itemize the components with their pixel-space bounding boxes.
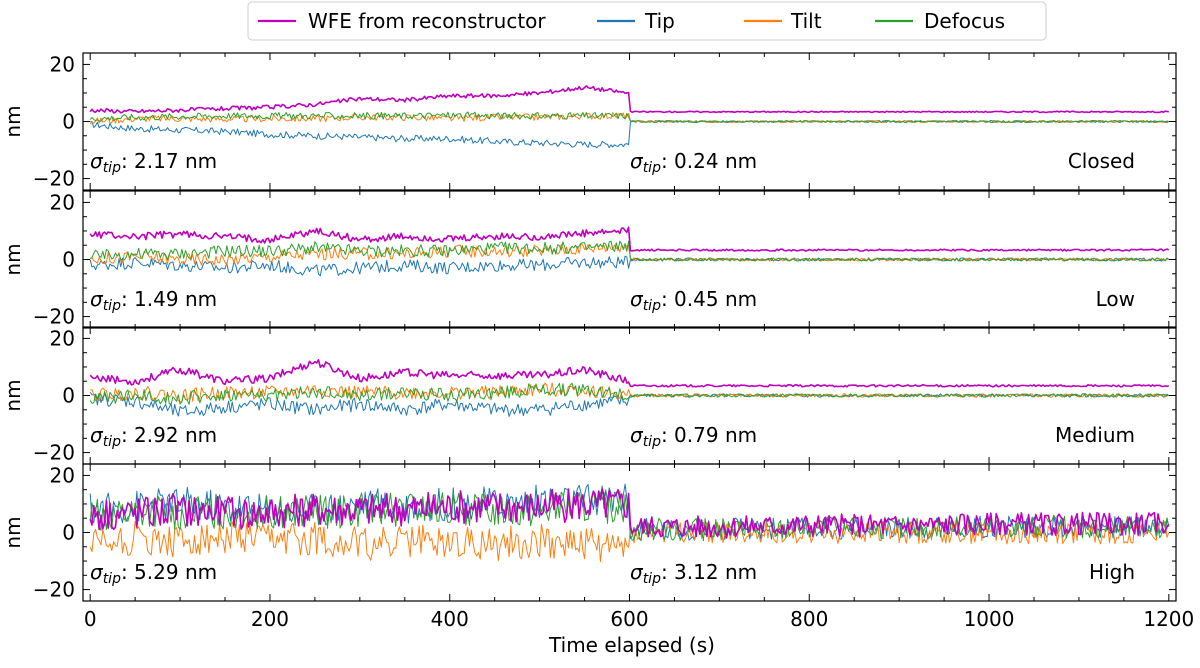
- series-line-tip: [90, 120, 1170, 149]
- x-tick-label: 1000: [964, 607, 1015, 631]
- series-line-tip: [89, 255, 1170, 277]
- y-tick-label: 0: [62, 384, 75, 408]
- series-lines: [89, 226, 1170, 277]
- sigma-right-annotation: σtip: 3.12 nm: [630, 560, 757, 587]
- legend-entry-wfe-from-reconstructor: WFE from reconstructor: [258, 9, 546, 33]
- legend-entry-tilt: Tilt: [744, 9, 822, 33]
- y-tick-label: 20: [50, 190, 75, 214]
- legend-label: Tip: [644, 9, 675, 33]
- x-tick-label: 800: [790, 607, 828, 631]
- panel-label: High: [1089, 560, 1135, 584]
- sigma-left-annotation: σtip: 2.92 nm: [90, 423, 217, 450]
- y-axis-label: nm: [1, 105, 25, 137]
- series-lines: [89, 359, 1170, 417]
- x-tick-label: 0: [84, 607, 97, 631]
- y-axis-label: nm: [1, 516, 25, 548]
- sigma-right-annotation: σtip: 0.79 nm: [630, 423, 757, 450]
- panel-high: −20 0 20 nm σtip: 5.29 nm σtip: 3.12 nm High: [1, 463, 1177, 602]
- legend-label: WFE from reconstructor: [308, 9, 546, 33]
- series-line-tip: [89, 392, 1170, 417]
- x-axis-label: Time elapsed (s): [548, 633, 715, 657]
- panel-label: Low: [1096, 287, 1135, 311]
- series-line-defocus: [90, 240, 1170, 262]
- sigma-left-annotation: σtip: 1.49 nm: [90, 287, 217, 314]
- y-tick-label: 20: [50, 326, 75, 350]
- y-tick-label: 0: [62, 521, 75, 545]
- y-tick-label: 20: [50, 463, 75, 487]
- legend-label: Defocus: [924, 9, 1005, 33]
- legend-entry-defocus: Defocus: [875, 9, 1005, 33]
- series-line-wfe-from-reconstructor: [89, 488, 1170, 539]
- series-lines: [89, 85, 1170, 149]
- x-tick-label: 200: [251, 607, 289, 631]
- series-line-wfe-from-reconstructor: [89, 85, 1169, 114]
- panel-medium: −20 0 20 nm σtip: 2.92 nm σtip: 0.79 nm Medium: [1, 326, 1177, 465]
- series-line-wfe-from-reconstructor: [89, 359, 1170, 388]
- sigma-left-annotation: σtip: 2.17 nm: [90, 149, 217, 176]
- panel-closed: −20 0 20 nm σtip: 2.17 nm σtip: 0.24 nm Closed: [1, 52, 1177, 191]
- sigma-left-annotation: σtip: 5.29 nm: [90, 560, 217, 587]
- y-tick-label: 0: [62, 248, 75, 272]
- legend-entry-tip: Tip: [597, 9, 675, 33]
- sigma-right-annotation: σtip: 0.45 nm: [630, 287, 757, 314]
- y-tick-label: −20: [33, 305, 75, 329]
- y-axis-label: nm: [1, 379, 25, 411]
- panel-label: Closed: [1068, 149, 1135, 173]
- sigma-right-annotation: σtip: 0.24 nm: [630, 149, 757, 176]
- y-tick-label: 20: [50, 52, 75, 76]
- panels-layer: −20 0 20 nm σtip: 2.17 nm σtip: 0.24 nm Closed…: [1, 52, 1194, 631]
- series-lines: [89, 483, 1170, 563]
- series-line-defocus: [89, 111, 1169, 123]
- legend-box: [247, 1, 1047, 41]
- y-axis-label: nm: [1, 243, 25, 275]
- x-tick-label: 600: [610, 607, 648, 631]
- y-tick-label: −20: [33, 167, 75, 191]
- y-tick-label: 0: [62, 110, 75, 134]
- legend-label: Tilt: [790, 9, 822, 33]
- series-line-wfe-from-reconstructor: [89, 226, 1170, 252]
- panel-low: −20 0 20 nm σtip: 1.49 nm σtip: 0.45 nm Low: [1, 190, 1177, 329]
- y-tick-label: −20: [33, 441, 75, 465]
- series-line-defocus: [89, 382, 1169, 405]
- x-tick-label: 400: [431, 607, 469, 631]
- legend: WFE from reconstructor Tip Tilt Defocus: [247, 1, 1047, 41]
- series-line-tilt: [89, 520, 1170, 563]
- panel-label: Medium: [1055, 423, 1135, 447]
- y-tick-label: −20: [33, 578, 75, 602]
- x-tick-label: 1200: [1143, 607, 1194, 631]
